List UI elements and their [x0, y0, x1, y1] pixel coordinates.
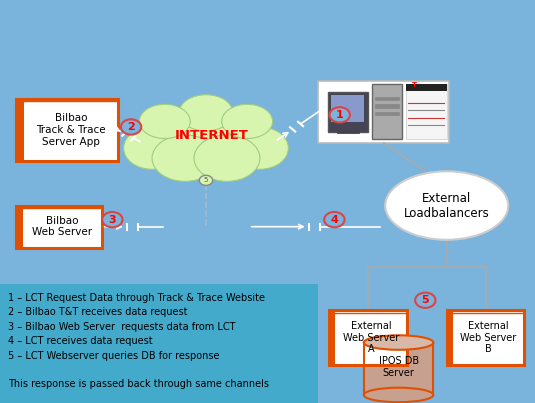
FancyBboxPatch shape: [372, 84, 401, 139]
Ellipse shape: [364, 388, 433, 402]
Ellipse shape: [102, 212, 123, 227]
Ellipse shape: [124, 127, 180, 169]
Ellipse shape: [167, 104, 245, 164]
Text: 2: 2: [127, 122, 135, 132]
Text: 1 – LCT Request Data through Track & Trace Website
2 – Bilbao T&T receives data : 1 – LCT Request Data through Track & Tra…: [8, 293, 269, 389]
FancyBboxPatch shape: [406, 84, 447, 91]
FancyBboxPatch shape: [16, 99, 24, 161]
Ellipse shape: [139, 104, 190, 139]
Text: T: T: [412, 83, 417, 88]
FancyBboxPatch shape: [447, 310, 453, 365]
Ellipse shape: [221, 104, 273, 139]
Ellipse shape: [194, 135, 260, 181]
Text: Bilbao
Track & Trace
Server App: Bilbao Track & Trace Server App: [36, 113, 106, 147]
FancyBboxPatch shape: [374, 104, 399, 108]
FancyBboxPatch shape: [327, 92, 368, 132]
FancyBboxPatch shape: [374, 112, 399, 115]
Polygon shape: [364, 343, 433, 395]
FancyBboxPatch shape: [16, 99, 118, 161]
Ellipse shape: [179, 95, 233, 131]
Ellipse shape: [121, 119, 141, 135]
Text: IPOS DB
Server: IPOS DB Server: [379, 356, 418, 378]
FancyBboxPatch shape: [374, 97, 399, 100]
Ellipse shape: [330, 107, 350, 123]
FancyBboxPatch shape: [0, 284, 318, 403]
FancyBboxPatch shape: [16, 206, 102, 248]
FancyBboxPatch shape: [329, 310, 407, 365]
Text: External
Web Server
A: External Web Server A: [343, 321, 399, 354]
FancyBboxPatch shape: [329, 310, 335, 365]
Ellipse shape: [324, 212, 345, 227]
Text: External
Web Server
B: External Web Server B: [461, 321, 517, 354]
Text: 4: 4: [331, 215, 338, 224]
Text: INTERNET: INTERNET: [174, 129, 248, 141]
Ellipse shape: [203, 110, 272, 163]
FancyBboxPatch shape: [318, 81, 449, 143]
Text: 3: 3: [109, 215, 116, 224]
FancyBboxPatch shape: [332, 94, 364, 122]
FancyBboxPatch shape: [406, 84, 447, 139]
Text: 1: 1: [336, 110, 343, 120]
Text: 5: 5: [204, 177, 208, 183]
Ellipse shape: [415, 293, 435, 308]
Ellipse shape: [385, 171, 508, 240]
Ellipse shape: [364, 335, 433, 350]
Ellipse shape: [199, 175, 213, 185]
Ellipse shape: [140, 110, 209, 163]
FancyBboxPatch shape: [447, 310, 524, 365]
Text: Bilbao
Web Server: Bilbao Web Server: [32, 216, 93, 237]
FancyBboxPatch shape: [16, 206, 23, 248]
Text: External
Loadbalancers: External Loadbalancers: [404, 191, 490, 220]
Ellipse shape: [232, 127, 288, 169]
Ellipse shape: [152, 135, 218, 181]
Text: 5: 5: [422, 295, 429, 305]
